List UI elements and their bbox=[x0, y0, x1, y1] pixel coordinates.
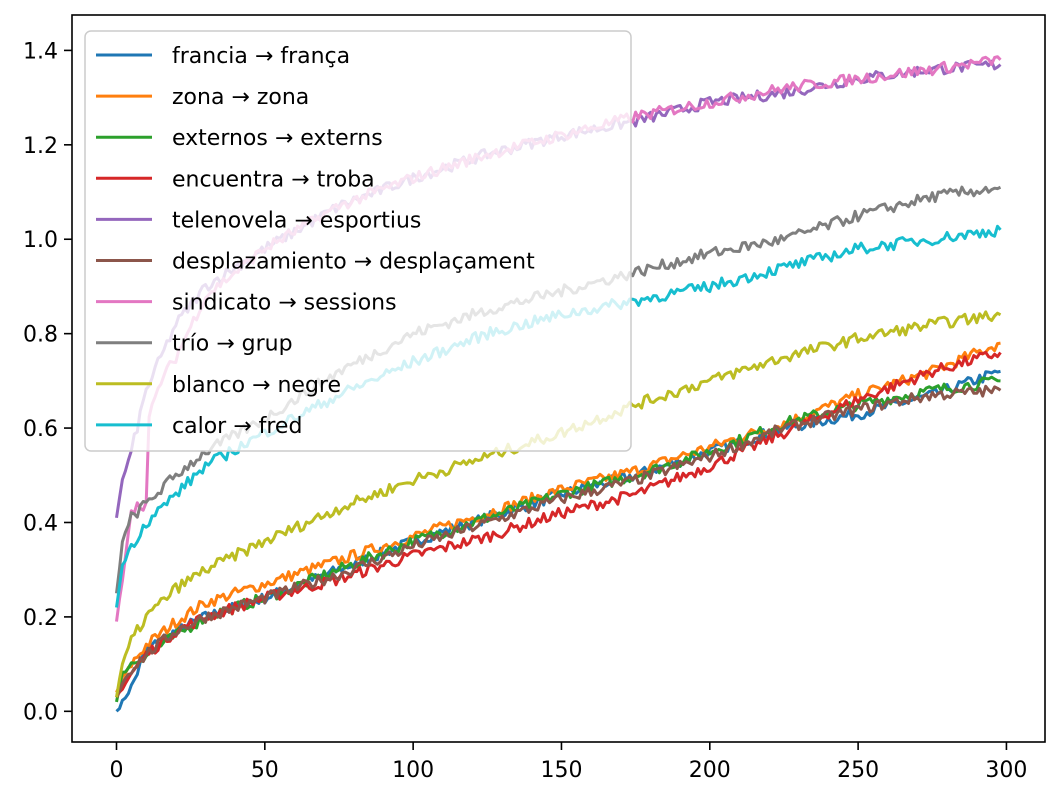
y-tick-label: 0.2 bbox=[23, 606, 58, 631]
y-tick-label: 0.0 bbox=[23, 700, 58, 725]
y-tick-label: 1.2 bbox=[23, 134, 58, 159]
legend-label: blanco → negre bbox=[172, 373, 341, 398]
x-tick-label: 150 bbox=[540, 758, 582, 783]
x-tick-label: 200 bbox=[689, 758, 731, 783]
x-tick-label: 50 bbox=[251, 758, 279, 783]
series-line-1 bbox=[115, 341, 1001, 694]
legend-box bbox=[84, 30, 632, 452]
legend-label: desplazamiento → desplaçament bbox=[172, 250, 535, 275]
legend-label: externos → externs bbox=[172, 126, 383, 151]
legend-label: telenovela → esportius bbox=[172, 208, 421, 233]
x-tick-label: 0 bbox=[109, 758, 123, 783]
y-tick-label: 0.6 bbox=[23, 417, 58, 442]
plot-frame bbox=[71, 14, 1046, 743]
y-tick-label: 1.0 bbox=[23, 228, 58, 253]
y-tick-label: 0.4 bbox=[23, 511, 58, 536]
y-tick-label: 1.4 bbox=[23, 39, 58, 64]
y-tick-label: 0.8 bbox=[23, 323, 58, 348]
x-tick-label: 300 bbox=[985, 758, 1027, 783]
legend-label: sindicato → sessions bbox=[172, 291, 397, 316]
legend-label: calor → fred bbox=[172, 414, 302, 439]
x-tick-label: 250 bbox=[837, 758, 879, 783]
y-axis: 0.0 0.2 0.4 0.6 0.8 1.0 1.2 1.4 bbox=[23, 39, 72, 725]
series-line-5 bbox=[115, 384, 1002, 698]
legend-label: trío → grup bbox=[172, 332, 293, 357]
legend-label: francia → frança bbox=[172, 44, 350, 69]
x-axis: 0 50 100 150 200 250 300 bbox=[109, 742, 1027, 783]
x-tick-label: 100 bbox=[392, 758, 434, 783]
legend: francia → frança zona → zona externos → ex… bbox=[84, 30, 632, 452]
legend-label: encuentra → troba bbox=[172, 167, 375, 192]
legend-label: zona → zona bbox=[172, 85, 309, 110]
